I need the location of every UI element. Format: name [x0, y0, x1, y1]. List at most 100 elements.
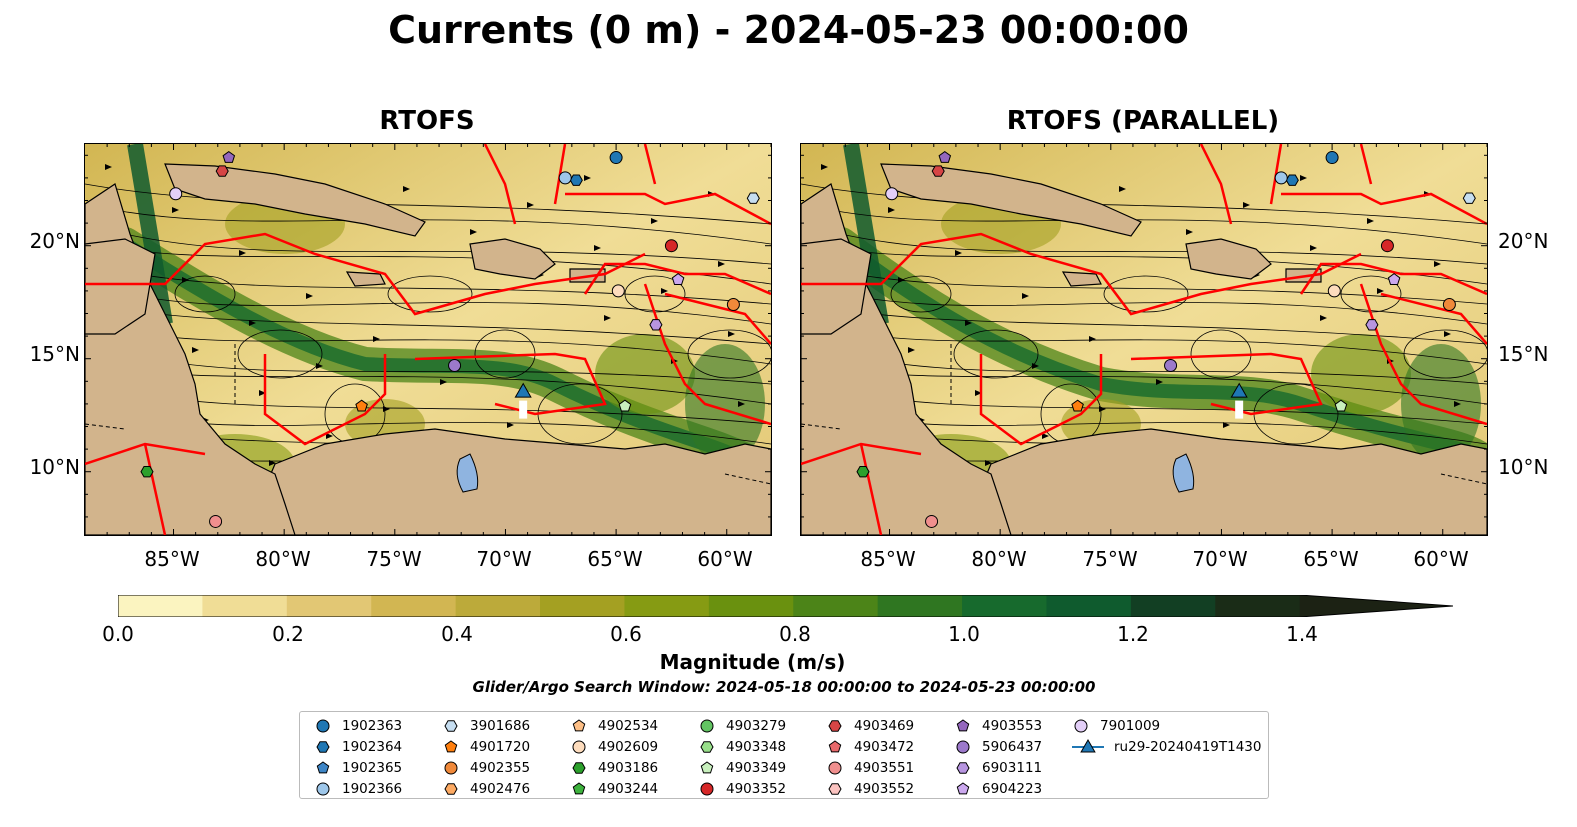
legend-label: 1902366 — [342, 781, 403, 797]
platform-marker[interactable] — [1387, 272, 1401, 285]
x-tick-label: 75°W — [366, 547, 422, 571]
legend-marker-icon — [700, 719, 714, 733]
figure-title: Currents (0 m) - 2024-05-23 00:00:00 — [388, 8, 1189, 52]
x-tick-label: 60°W — [1413, 547, 1469, 571]
platform-marker[interactable] — [169, 187, 183, 201]
legend-item: 4903552 — [826, 779, 914, 799]
platform-marker[interactable] — [609, 151, 623, 165]
platform-marker[interactable] — [514, 382, 532, 419]
map-panel-rtofs[interactable] — [84, 143, 772, 536]
platform-marker[interactable] — [664, 239, 678, 253]
legend-item: 7901009 — [1072, 716, 1160, 736]
platform-marker[interactable] — [925, 514, 939, 528]
colorbar-segment — [1046, 595, 1132, 617]
platform-marker[interactable] — [1380, 239, 1394, 253]
x-tick-label: 75°W — [1082, 547, 1138, 571]
legend-item: 4903349 — [698, 758, 786, 778]
legend-marker-icon — [316, 782, 330, 796]
platform-marker[interactable] — [1334, 399, 1348, 412]
legend-item: 4902355 — [442, 758, 530, 778]
platform-marker[interactable] — [209, 514, 223, 528]
legend-label: 6903111 — [982, 760, 1043, 776]
legend-label: 4903186 — [598, 760, 659, 776]
colorbar-segment — [877, 595, 963, 617]
platform-marker[interactable] — [1285, 174, 1299, 186]
legend-item: 3901686 — [442, 716, 530, 736]
search-window-caption: Glider/Argo Search Window: 2024-05-18 00… — [472, 678, 1096, 696]
platform-marker[interactable] — [1164, 358, 1178, 372]
platform-marker[interactable] — [885, 187, 899, 201]
legend-marker-icon — [572, 719, 586, 732]
platform-marker[interactable] — [611, 284, 625, 298]
colorbar-segment — [202, 595, 288, 617]
legend-label: 1902363 — [342, 718, 403, 734]
platform-marker[interactable] — [569, 174, 583, 186]
colorbar-label: Magnitude (m/s) — [659, 650, 846, 674]
platform-marker[interactable] — [1327, 284, 1341, 298]
colorbar-segment — [793, 595, 879, 617]
colorbar-tick: 1.0 — [948, 622, 980, 646]
legend-marker-icon — [572, 782, 586, 795]
legend-marker-icon — [1074, 719, 1088, 733]
platform-marker[interactable] — [856, 466, 870, 478]
platform-marker[interactable] — [1365, 319, 1379, 331]
platform-marker[interactable] — [649, 319, 663, 331]
legend-item: ru29-20240419T1430 — [1072, 737, 1261, 757]
colorbar-segment — [1299, 595, 1453, 617]
platform-marker[interactable] — [1325, 151, 1339, 165]
colorbar-segment — [708, 595, 794, 617]
colorbar-segment — [455, 595, 541, 617]
colorbar-segment — [540, 595, 625, 617]
platform-marker[interactable] — [1071, 399, 1084, 412]
legend-marker-icon — [828, 783, 842, 795]
platform-marker[interactable] — [558, 171, 572, 185]
panel-title-rtofs-parallel: RTOFS (PARALLEL) — [1006, 106, 1280, 136]
legend-marker-icon — [444, 761, 458, 775]
x-tick-label: 85°W — [860, 547, 916, 571]
legend-marker-icon — [700, 741, 714, 753]
legend-label: 4903348 — [726, 739, 787, 755]
platform-marker[interactable] — [222, 150, 236, 163]
colorbar-tick: 1.2 — [1117, 622, 1149, 646]
legend-item: 4903551 — [826, 758, 914, 778]
platform-marker[interactable] — [618, 399, 632, 412]
platform-marker[interactable] — [931, 165, 945, 177]
legend-label: 5906437 — [982, 739, 1043, 755]
platform-marker[interactable] — [1442, 297, 1456, 311]
platform-marker[interactable] — [746, 192, 760, 204]
y-tick-label: 20°N — [29, 229, 80, 253]
legend-marker-icon — [572, 740, 586, 754]
legend-item: 4903244 — [570, 779, 658, 799]
map-panel-rtofs-parallel[interactable] — [800, 143, 1488, 536]
platform-marker[interactable] — [448, 358, 462, 372]
platform-marker[interactable] — [1274, 171, 1288, 185]
platform-marker[interactable] — [355, 399, 368, 412]
legend-label: 4902534 — [598, 718, 659, 734]
platform-marker[interactable] — [938, 150, 952, 163]
legend-label: 4903349 — [726, 760, 787, 776]
y-tick-label: 10°N — [29, 455, 80, 479]
x-tick-label: 80°W — [971, 547, 1027, 571]
legend-item: 1902364 — [314, 737, 402, 757]
legend-label: 4902476 — [470, 781, 531, 797]
legend-item: 6903111 — [954, 758, 1042, 778]
colorbar-tick: 0.0 — [102, 622, 134, 646]
colorbar — [118, 595, 1453, 617]
platform-marker[interactable] — [726, 297, 740, 311]
legend-label: 3901686 — [470, 718, 531, 734]
colorbar-tick: 0.6 — [610, 622, 642, 646]
platform-marker[interactable] — [671, 272, 685, 285]
platform-marker[interactable] — [140, 466, 154, 478]
platform-marker[interactable] — [215, 165, 229, 177]
legend-item: 4903186 — [570, 758, 658, 778]
colorbar-segment — [1215, 595, 1301, 617]
platform-marker[interactable] — [1230, 382, 1248, 419]
legend-marker-icon — [444, 783, 458, 795]
legend-marker-icon — [956, 782, 970, 795]
legend-item: 4903472 — [826, 737, 914, 757]
legend-marker-icon — [700, 761, 714, 774]
legend-label: 1902364 — [342, 739, 403, 755]
platform-marker[interactable] — [1462, 192, 1476, 204]
legend-item: 4903352 — [698, 779, 786, 799]
colorbar-segment — [286, 595, 372, 617]
